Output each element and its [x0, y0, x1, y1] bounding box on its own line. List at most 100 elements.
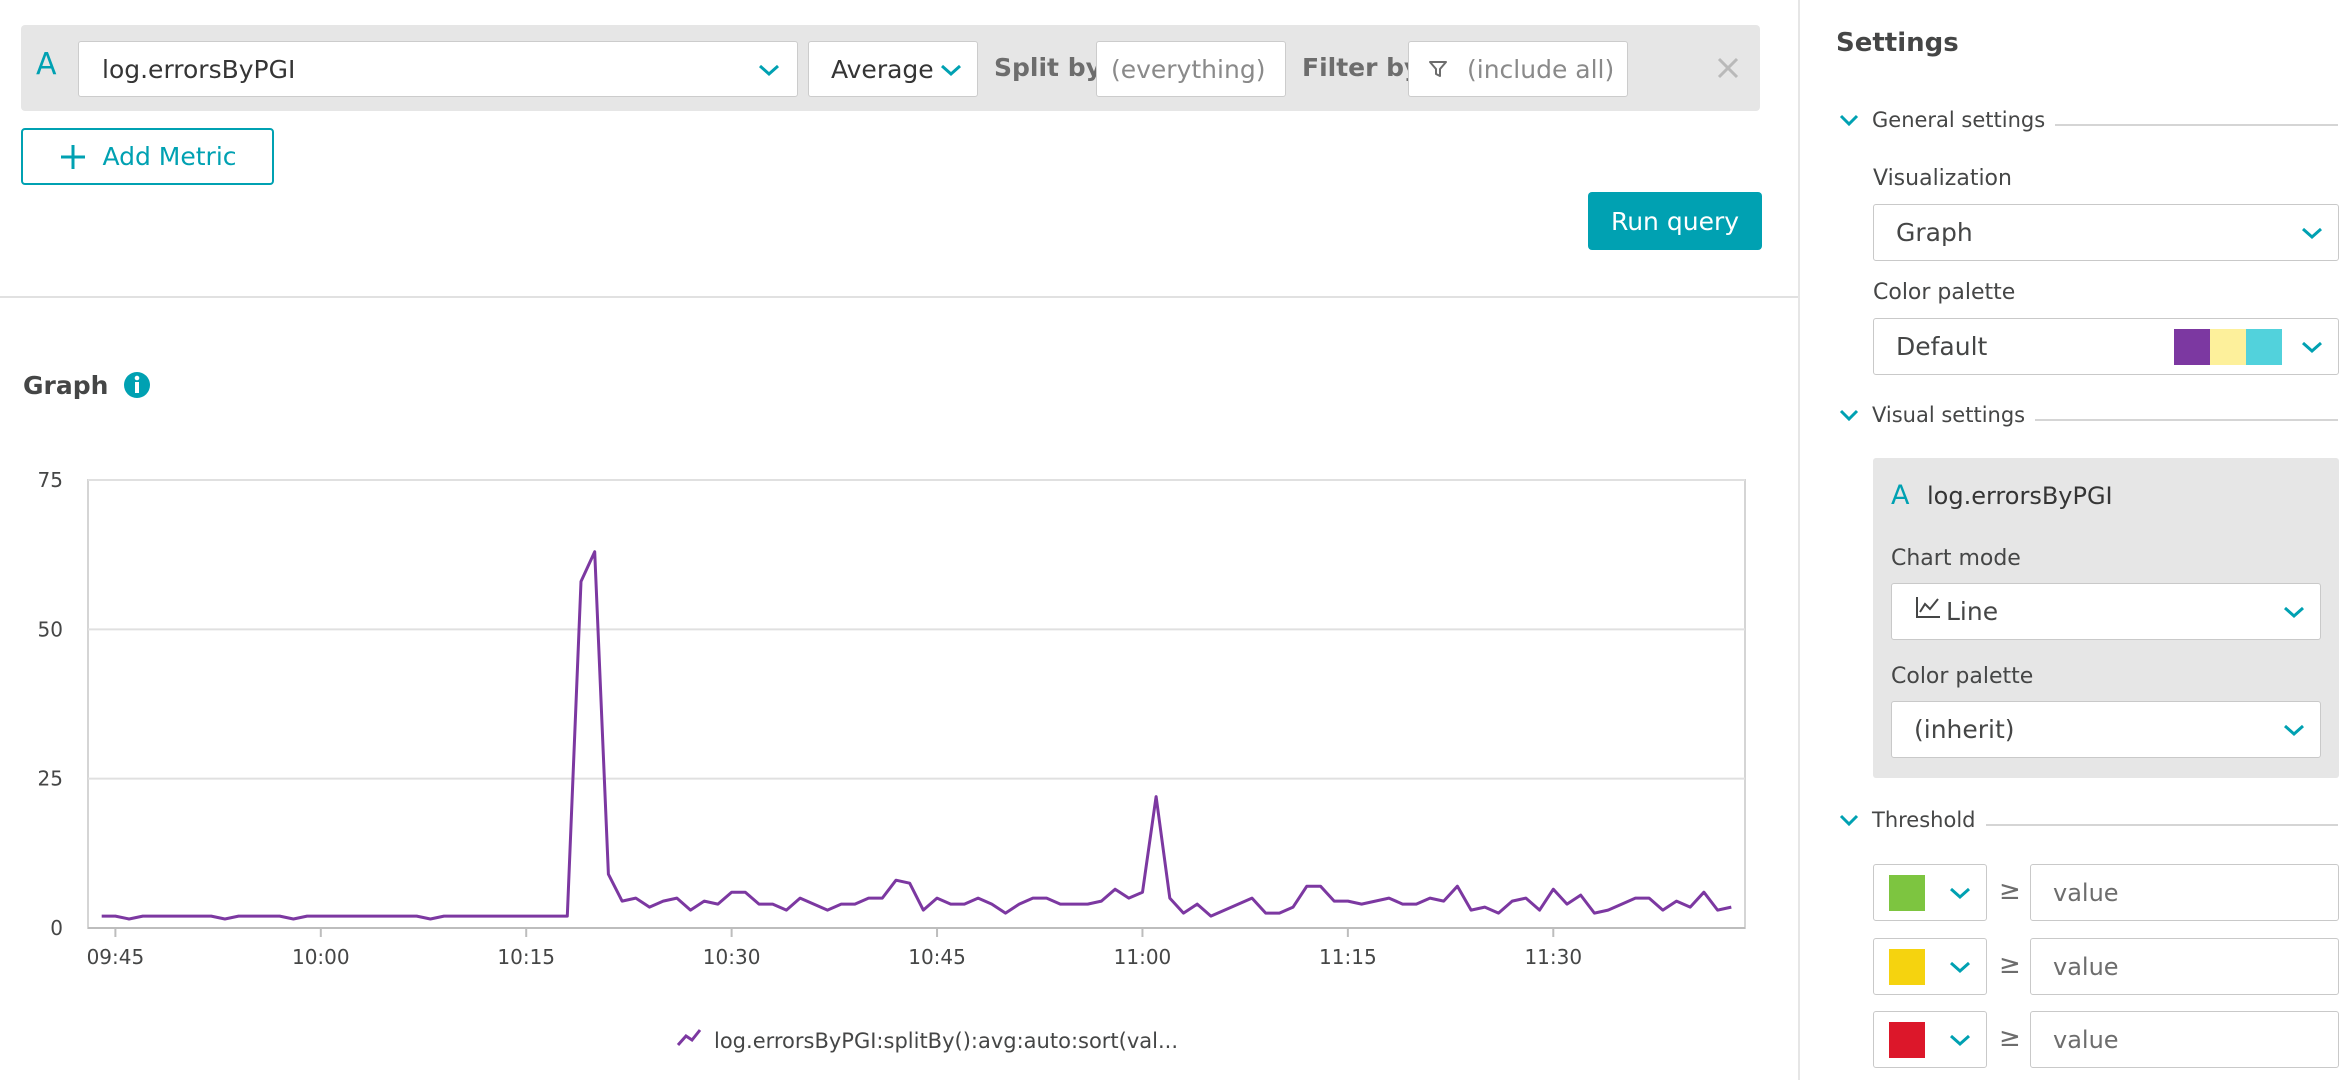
x-tick-label: 10:15 — [497, 945, 555, 969]
palette-swatch — [2246, 329, 2282, 365]
aggregation-dropdown[interactable]: Average — [808, 41, 978, 97]
threshold-operator: ≥ — [1999, 1023, 2021, 1053]
palette-swatch — [2210, 329, 2246, 365]
threshold-color-swatch — [1889, 948, 1925, 985]
palette-swatch — [2174, 329, 2210, 365]
visualization-value: Graph — [1896, 218, 1973, 247]
series-letter: A — [1891, 480, 1910, 511]
x-tick-label: 11:30 — [1524, 945, 1582, 969]
split-by-label: Split by — [994, 53, 1102, 82]
general-settings-label: General settings — [1872, 108, 2046, 132]
threshold-value-input[interactable]: value — [2030, 1011, 2339, 1068]
chart-mode-value: Line — [1946, 597, 1999, 626]
visualization-label: Visualization — [1873, 166, 2012, 191]
x-tick-label: 09:45 — [87, 945, 145, 969]
threshold-value-placeholder: value — [2053, 878, 2119, 907]
threshold-value-input[interactable]: value — [2030, 864, 2339, 921]
threshold-operator: ≥ — [1999, 950, 2021, 980]
chevron-down-icon — [941, 64, 961, 77]
run-query-label: Run query — [1610, 206, 1740, 236]
y-tick-label: 0 — [50, 916, 63, 940]
chevron-down-icon — [2302, 227, 2322, 240]
x-tick-label: 11:00 — [1114, 945, 1172, 969]
x-tick-label: 10:45 — [908, 945, 966, 969]
threshold-label: Threshold — [1872, 808, 1976, 832]
color-palette-dropdown[interactable]: Default — [1873, 318, 2339, 375]
legend-label: log.errorsByPGI:splitBy():avg:auto:sort(… — [714, 1029, 1178, 1053]
metric-selector[interactable]: log.errorsByPGI — [78, 41, 798, 97]
series-color-palette-dropdown[interactable]: (inherit) — [1891, 701, 2321, 758]
y-tick-label: 50 — [38, 617, 63, 641]
x-tick-label: 10:00 — [292, 945, 350, 969]
filter-by-placeholder: (include all) — [1467, 54, 1615, 84]
threshold-value-input[interactable]: value — [2030, 938, 2339, 995]
aggregation-value: Average — [831, 54, 934, 84]
chevron-down-icon — [2302, 341, 2322, 354]
color-palette-label: Color palette — [1873, 280, 2016, 305]
visual-settings-label: Visual settings — [1872, 403, 2026, 427]
chevron-down-icon — [1839, 409, 1859, 422]
info-icon[interactable] — [122, 370, 152, 400]
chevron-down-icon — [1950, 1034, 1970, 1047]
chevron-down-icon — [1950, 961, 1970, 974]
settings-panel-divider — [1798, 0, 1800, 1080]
threshold-toggle[interactable]: Threshold — [1838, 808, 2338, 832]
series-line — [101, 550, 1732, 921]
add-metric-button[interactable]: Add Metric — [21, 128, 274, 185]
general-settings-toggle[interactable]: General settings — [1838, 108, 2338, 132]
threshold-operator: ≥ — [1999, 876, 2021, 906]
query-letter: A — [36, 47, 57, 82]
chevron-down-icon — [2284, 724, 2304, 737]
series-settings-card: A log.errorsByPGI Chart mode Line Color … — [1873, 458, 2339, 778]
filter-icon — [1429, 61, 1447, 77]
graph-header: Graph — [23, 370, 152, 400]
threshold-color-picker[interactable] — [1873, 864, 1987, 921]
chevron-down-icon — [1950, 887, 1970, 900]
metric-selector-value: log.errorsByPGI — [102, 54, 296, 84]
color-palette-value: Default — [1896, 332, 1988, 361]
chevron-down-icon — [1839, 114, 1859, 127]
threshold-color-picker[interactable] — [1873, 1011, 1987, 1068]
chevron-down-icon — [759, 64, 779, 77]
settings-panel: Settings General settings Visualization … — [1800, 0, 2346, 1080]
run-query-button[interactable]: Run query — [1588, 192, 1762, 250]
threshold-color-picker[interactable] — [1873, 938, 1987, 995]
plus-icon — [61, 144, 86, 169]
chevron-down-icon — [1839, 814, 1859, 827]
y-tick-label: 75 — [38, 468, 63, 492]
y-tick-label: 25 — [38, 767, 63, 791]
filter-by-label: Filter by — [1302, 53, 1421, 82]
threshold-value-placeholder: value — [2053, 1025, 2119, 1054]
chart-mode-label: Chart mode — [1891, 546, 2021, 571]
section-line — [2055, 124, 2338, 126]
split-by-input[interactable]: (everything) — [1096, 41, 1286, 97]
threshold-color-swatch — [1889, 874, 1925, 911]
graph-chart: 0 25 50 75 09:45 10:00 10:15 10:30 10:45 11:00 11… — [38, 468, 1746, 1053]
divider — [0, 296, 1798, 298]
threshold-row: ≥ value — [1873, 1011, 2343, 1068]
section-line — [2035, 419, 2338, 421]
visualization-dropdown[interactable]: Graph — [1873, 204, 2339, 261]
threshold-value-placeholder: value — [2053, 952, 2119, 981]
visual-settings-toggle[interactable]: Visual settings — [1838, 403, 2338, 427]
threshold-row: ≥ value — [1873, 864, 2343, 921]
close-icon[interactable] — [1715, 55, 1741, 81]
chevron-down-icon — [2284, 606, 2304, 619]
chart-mode-dropdown[interactable]: Line — [1891, 583, 2321, 640]
x-tick-label: 11:15 — [1319, 945, 1377, 969]
legend-line-icon — [676, 1029, 702, 1046]
add-metric-label: Add Metric — [102, 142, 237, 171]
palette-preview — [2174, 329, 2282, 365]
threshold-row: ≥ value — [1873, 938, 2343, 995]
x-tick-label: 10:30 — [703, 945, 761, 969]
graph-title: Graph — [23, 370, 109, 400]
series-color-palette-value: (inherit) — [1914, 715, 2015, 744]
query-row: A log.errorsByPGI Average Split by (ever… — [21, 25, 1760, 111]
settings-title: Settings — [1836, 28, 1959, 58]
filter-by-input[interactable]: (include all) — [1408, 41, 1628, 97]
threshold-color-swatch — [1889, 1021, 1925, 1058]
split-by-placeholder: (everything) — [1111, 54, 1266, 84]
line-chart-icon — [1916, 596, 1940, 618]
series-metric-name: log.errorsByPGI — [1927, 482, 2113, 510]
section-line — [1985, 824, 2338, 826]
